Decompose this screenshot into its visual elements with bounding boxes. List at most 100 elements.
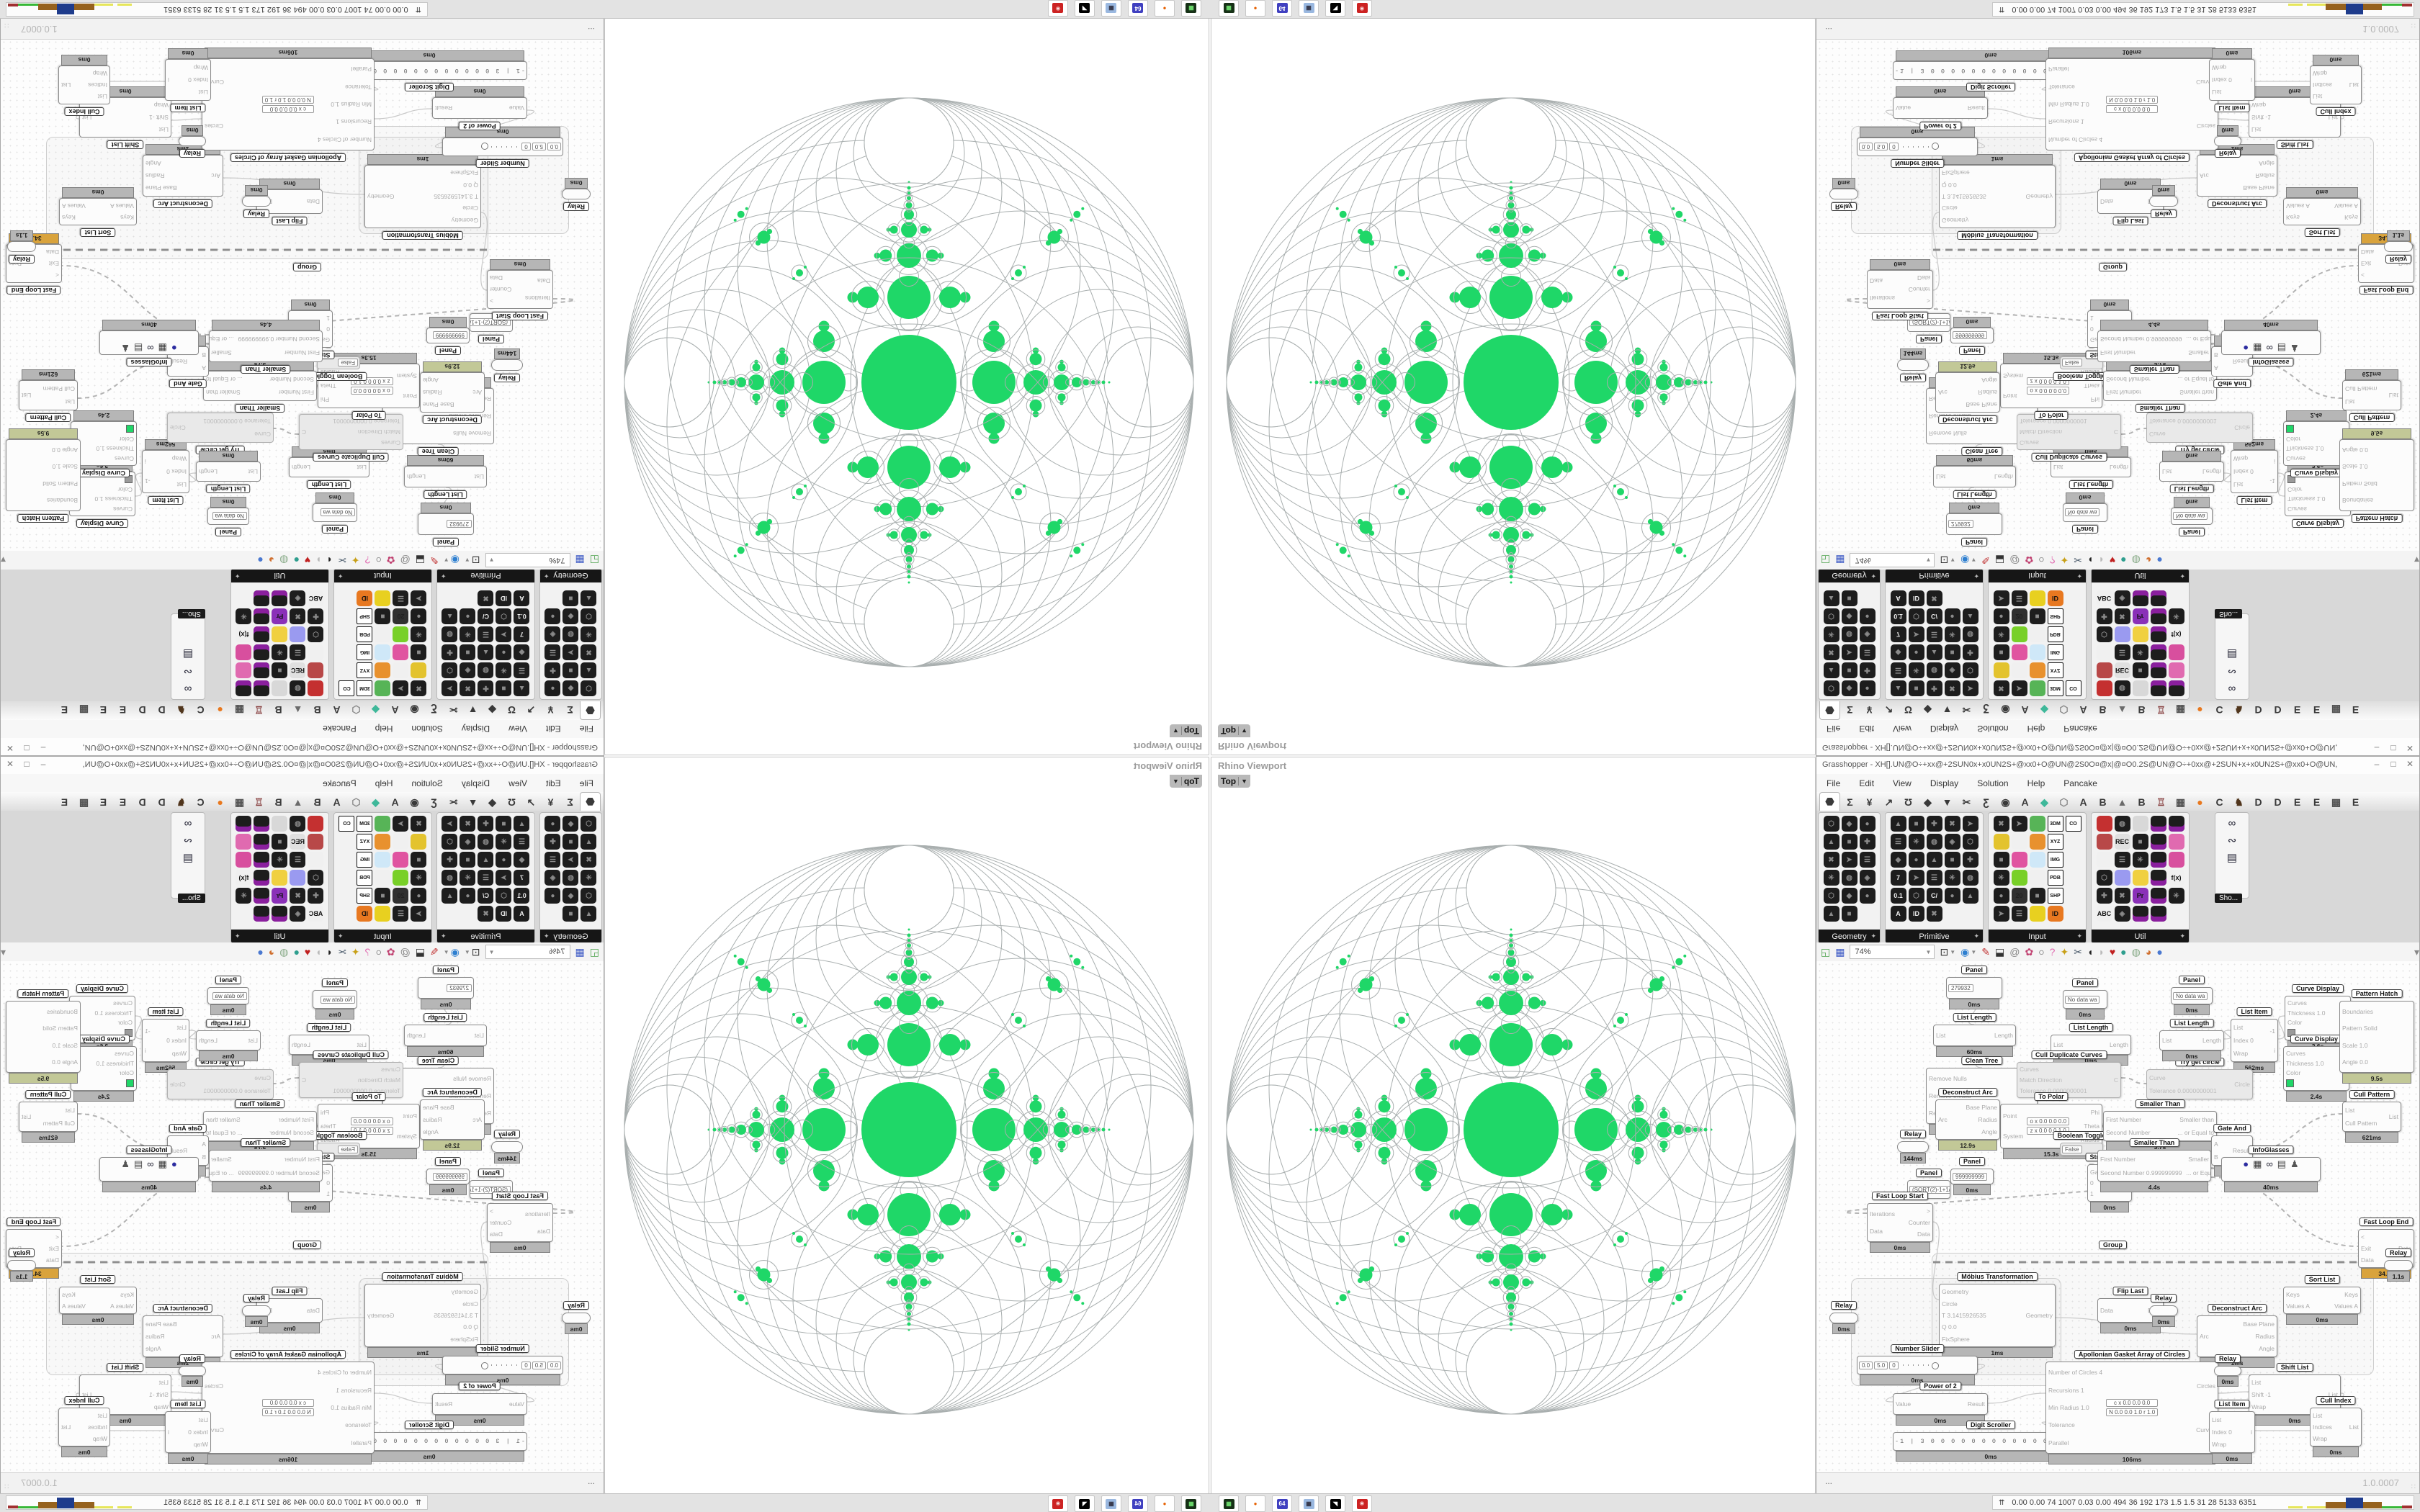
chevron-down-icon[interactable]: ▼ <box>488 948 495 955</box>
gh-node-list-item[interactable]: List Item List Index 0 Wrap i 0ms <box>2209 48 2255 112</box>
gh-node-cull-pattern[interactable]: Cull Pattern List Cull Pattern List 621ms <box>19 1090 78 1143</box>
chevron-down-icon[interactable]: ▼ <box>1950 948 1956 955</box>
gh-node-sort-list[interactable]: Sort List Keys Values A Keys Values A 0ms <box>59 1275 137 1325</box>
gh-node-relay[interactable]: Relay 0ms <box>2214 125 2241 158</box>
component-icon[interactable]: ⬡ <box>1823 888 1839 904</box>
tab-intersect[interactable]: ✂ <box>1962 704 1971 716</box>
component-icon[interactable]: ⬡ <box>2096 626 2112 642</box>
component-icon[interactable]: ☰ <box>290 644 306 660</box>
menu-file[interactable]: File <box>1827 724 1841 734</box>
component-icon[interactable]: ☰ <box>544 852 561 868</box>
node-body[interactable]: Curves Match Direction Tolerance 0.0000000… <box>2017 414 2121 450</box>
zoom-extents-icon[interactable]: ⊡ <box>1940 554 1949 566</box>
component-icon[interactable]: REC <box>2114 662 2130 678</box>
tab-plugin-13[interactable]: A <box>2079 796 2087 808</box>
component-icon[interactable]: ⬡ <box>496 888 512 904</box>
gh-node-to-polar[interactable]: To Polar Point System o x 0.0 0.0 0.0 z x 0.… <box>318 1092 420 1159</box>
gh-node-panel[interactable]: Panel No data wa 0ms <box>2171 497 2213 536</box>
node-body[interactable]: List Shift -1 Wrap List <box>2249 1374 2341 1415</box>
component-icon[interactable]: ◍ <box>1841 870 1857 886</box>
node-body[interactable]: List Length <box>1933 1025 2016 1046</box>
gh-node-smaller-than[interactable]: Smaller Than First Number Second Number 0.… <box>2097 320 2211 374</box>
ball-rgb-icon[interactable]: ◕ <box>2145 946 2152 958</box>
component-icon[interactable]: ➤ <box>393 816 409 832</box>
component-icon[interactable]: A <box>514 590 530 606</box>
component-icon[interactable]: ◍ <box>1841 626 1857 642</box>
gh-solver-icon[interactable]: ✿ <box>386 554 395 566</box>
component-icon[interactable]: ● <box>1908 644 1924 660</box>
value-box[interactable]: c x 0.0 0.0 0.0 <box>2106 1399 2159 1407</box>
tab-plugin-24[interactable]: E <box>2293 704 2301 716</box>
component-icon[interactable] <box>2168 816 2184 832</box>
component-icon[interactable]: ◆ <box>1841 680 1857 696</box>
gh-node-relay[interactable]: Relay 144ms <box>491 1130 523 1164</box>
gh-node-shift-list[interactable]: Shift List List Shift -1 Wrap List 0ms <box>2249 1363 2341 1426</box>
node-body[interactable]: Number of Circles 4 Recursions 1 Min Radiu… <box>202 1362 375 1454</box>
component-icon[interactable]: ◆ <box>563 608 579 624</box>
tab-surface[interactable]: ◆ <box>1924 704 1932 716</box>
slider-value[interactable]: 5.0 <box>532 143 546 151</box>
component-icon[interactable]: ✳ <box>1823 626 1839 642</box>
component-icon[interactable]: ☰ <box>478 870 494 886</box>
component-icon[interactable]: ■ <box>460 852 476 868</box>
component-icon[interactable]: C/ <box>478 608 494 624</box>
gh-node-cull-pattern[interactable]: Cull Pattern List Cull Pattern List 621ms <box>2342 369 2401 422</box>
component-icon[interactable] <box>2168 852 2184 868</box>
component-icon[interactable]: 0.1 <box>1890 608 1906 624</box>
component-icon[interactable] <box>2029 644 2045 660</box>
resize-grip[interactable]: ∷ <box>4 21 9 29</box>
gh-node-power-of-2[interactable]: Power of 2 Value Result 0ms <box>1893 1382 1988 1426</box>
component-icon[interactable]: ▲ <box>514 816 530 832</box>
component-icon[interactable]: ✳ <box>272 644 288 660</box>
component-icon[interactable]: CO <box>2065 680 2081 696</box>
rhino-viewport[interactable]: Rhino Viewport Top ▼ <box>604 18 1209 755</box>
tab-plugin-23[interactable]: D <box>2274 704 2282 716</box>
node-body[interactable]: Number of Circles 4 Recursions 1 Min Radiu… <box>202 58 375 150</box>
node-body[interactable]: 279932 <box>1946 513 2002 535</box>
component-icon[interactable] <box>272 906 288 922</box>
component-icon[interactable] <box>254 590 270 606</box>
node-body[interactable]: Geometry Circle T 3.1415926535 Q 0.0 FixSphe… <box>1939 165 2056 228</box>
gh-titlebar[interactable]: Grasshopper - XH[].UN@O÷+xx@+2SUN0x+x0UN… <box>1 757 604 775</box>
gh-node-number-slider[interactable]: Number Slider 0.0 5.0 0 0ms <box>1857 1344 1978 1385</box>
tab-plugin-27[interactable]: E <box>2352 704 2360 716</box>
node-body[interactable]: List Index 0 Wrap i <box>165 59 211 101</box>
component-icon[interactable]: ◍ <box>563 870 579 886</box>
tab-params[interactable]: ⬣ <box>580 701 601 720</box>
gh-node-list-item[interactable]: List Item List Index 0 Wrap -1 i 562ms <box>142 1007 189 1073</box>
gh-node-m-bius-transformation[interactable]: Möbius Transformation Geometry Circle T 3.1… <box>364 1272 481 1358</box>
value-box[interactable]: o x 0.0 0.0 0.0 <box>350 387 393 395</box>
menu-solution[interactable]: Solution <box>1977 724 2009 734</box>
component-icon[interactable] <box>254 680 270 696</box>
tab-plugin-11[interactable]: ◆ <box>372 704 380 716</box>
glasses-icon[interactable]: ▦ <box>2253 343 2262 354</box>
node-body[interactable]: 0.0 5.0 0 <box>1857 138 1978 156</box>
component-icon[interactable]: XYZ <box>2047 662 2063 678</box>
component-icon[interactable] <box>272 590 288 606</box>
tab-curve[interactable]: Ʊ <box>1904 796 1913 808</box>
node-body[interactable]: Arc Base Plane Radius Angle <box>1935 372 2000 413</box>
menu-edit[interactable]: Edit <box>545 778 561 788</box>
component-icon[interactable]: IMG <box>357 644 373 660</box>
component-icon[interactable]: ▲ <box>514 680 530 696</box>
gh-node-panel[interactable]: Panel No data wa 0ms <box>2063 978 2107 1020</box>
tab-plugin-25[interactable]: E <box>99 796 107 808</box>
glasses-icon[interactable]: ♟ <box>121 1158 130 1169</box>
component-icon[interactable]: ABC <box>308 906 324 922</box>
component-icon[interactable]: ID <box>2047 906 2063 922</box>
gh-canvas[interactable]: Group Panel 279932 0ms List Length List Length… <box>1816 40 2419 551</box>
component-icon[interactable]: ABC <box>2096 590 2112 606</box>
maximize-button[interactable]: □ <box>24 759 30 769</box>
component-icon[interactable]: ☰ <box>393 906 409 922</box>
component-icon[interactable]: SHP <box>2047 888 2063 904</box>
component-icon[interactable] <box>2168 662 2184 678</box>
tab-curve[interactable]: Ʊ <box>507 796 516 808</box>
component-icon[interactable] <box>2150 662 2166 678</box>
component-icon[interactable]: 3DM <box>2047 816 2063 832</box>
menu-edit[interactable]: Edit <box>1859 778 1875 788</box>
component-icon[interactable]: ● <box>1944 888 1960 904</box>
floppy-64-icon[interactable]: 64 <box>1128 0 1148 17</box>
gh-node-list-item[interactable]: List Item List Index 0 Wrap i 0ms <box>165 48 211 112</box>
gh-node-relay[interactable]: Relay 1.1s <box>7 230 36 264</box>
menu-view[interactable]: View <box>1893 778 1912 788</box>
